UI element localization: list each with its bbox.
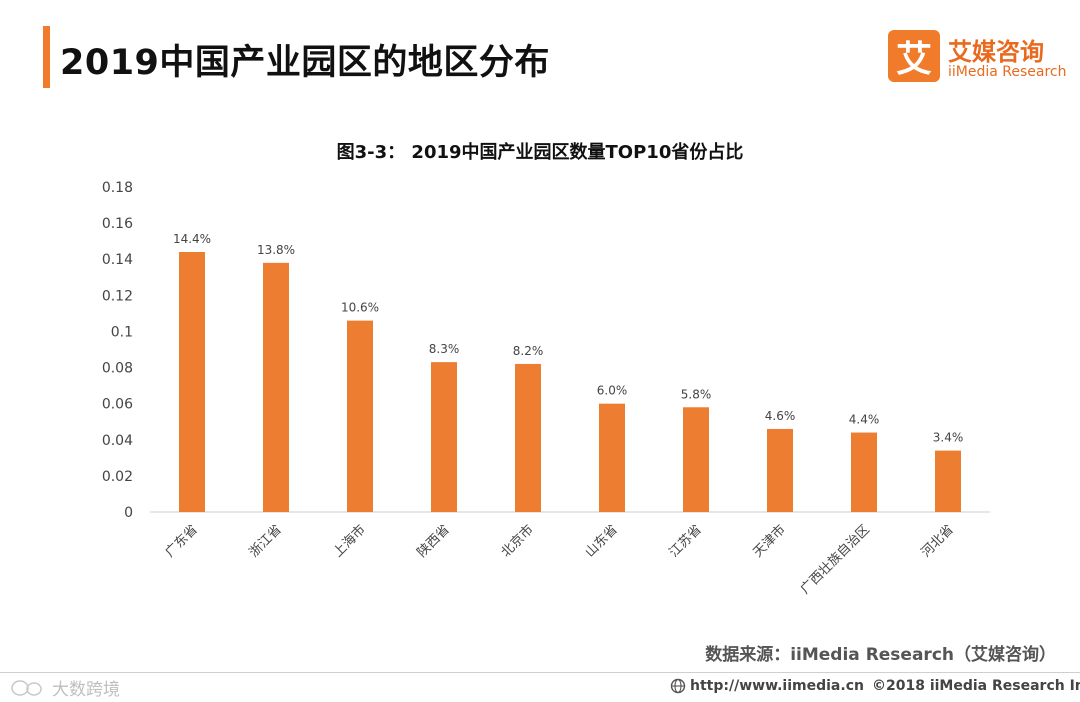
bar — [515, 363, 541, 512]
x-tick-label: 广东省 — [163, 522, 201, 560]
x-tick-label: 河北省 — [919, 522, 957, 560]
data-label: 10.6% — [341, 301, 379, 315]
y-tick-label: 0.08 — [102, 361, 133, 377]
y-tick-label: 0.02 — [102, 469, 133, 485]
x-tick-label: 陕西省 — [415, 522, 453, 560]
x-tick-label: 浙江省 — [247, 522, 285, 560]
y-tick-label: 0.16 — [102, 216, 133, 232]
footer-url[interactable]: http://www.iimedia.cn — [670, 678, 864, 694]
data-label: 13.8% — [257, 243, 295, 257]
footer-url-text[interactable]: http://www.iimedia.cn — [690, 678, 864, 694]
y-tick-label: 0.14 — [102, 252, 133, 268]
x-tick-label: 北京市 — [498, 522, 537, 561]
y-tick-label: 0.18 — [102, 180, 133, 196]
x-tick-label: 江苏省 — [666, 522, 705, 561]
y-tick-label: 0 — [124, 505, 133, 521]
title-accent-bar — [43, 26, 50, 88]
wechat-watermark-icon — [11, 679, 42, 696]
iimedia-logo: 艾 艾媒咨询 iiMedia Research — [888, 30, 1068, 84]
logo-mark: 艾 — [888, 30, 940, 82]
bar — [767, 428, 793, 512]
data-label: 8.3% — [429, 342, 460, 356]
bar — [263, 262, 289, 512]
bar — [347, 320, 373, 512]
data-label: 14.4% — [173, 232, 211, 246]
bar-chart: 0 0.02 0.04 0.06 0.08 0.1 0.12 0.14 0.16 0.18 14.4… — [102, 180, 990, 598]
y-tick-label: 0.1 — [111, 324, 133, 340]
data-label: 4.6% — [765, 409, 796, 423]
bar — [431, 362, 457, 512]
x-tick-label: 上海市 — [330, 522, 369, 561]
footer-copyright: ©2018 iiMedia Research Inc — [872, 678, 1080, 694]
x-tick-label: 天津市 — [750, 522, 789, 561]
logo-chinese-name: 艾媒咨询 — [948, 38, 1044, 66]
bar — [179, 252, 205, 512]
y-tick-label: 0.04 — [102, 433, 133, 449]
x-tick-label: 山东省 — [583, 522, 621, 560]
y-tick-label: 0.06 — [102, 397, 133, 413]
y-tick-label: 0.12 — [102, 288, 133, 304]
footer-divider — [0, 672, 1080, 673]
bar — [683, 407, 709, 512]
bar — [935, 450, 961, 512]
data-label: 3.4% — [933, 431, 964, 445]
watermark-text: 大数跨境 — [52, 680, 120, 700]
data-label: 8.2% — [513, 344, 544, 358]
watermark: 大数跨境 — [10, 675, 120, 700]
bar — [851, 432, 877, 512]
data-label: 4.4% — [849, 413, 880, 427]
logo-english-name: iiMedia Research — [948, 64, 1067, 80]
data-label: 5.8% — [681, 387, 712, 401]
footer: 大数跨境 http://www.iimedia.cn ©2018 iiMedia… — [0, 673, 1080, 702]
page-title: 2019中国产业园区的地区分布 — [60, 43, 550, 83]
data-label: 6.0% — [597, 384, 628, 398]
globe-icon — [670, 678, 686, 694]
chart-title: 图3-3： 2019中国产业园区数量TOP10省份占比 — [336, 142, 744, 163]
bar — [599, 403, 625, 512]
x-tick-label: 广西壮族自治区 — [797, 522, 873, 598]
data-source: 数据来源：iiMedia Research（艾媒咨询） — [705, 645, 1056, 665]
